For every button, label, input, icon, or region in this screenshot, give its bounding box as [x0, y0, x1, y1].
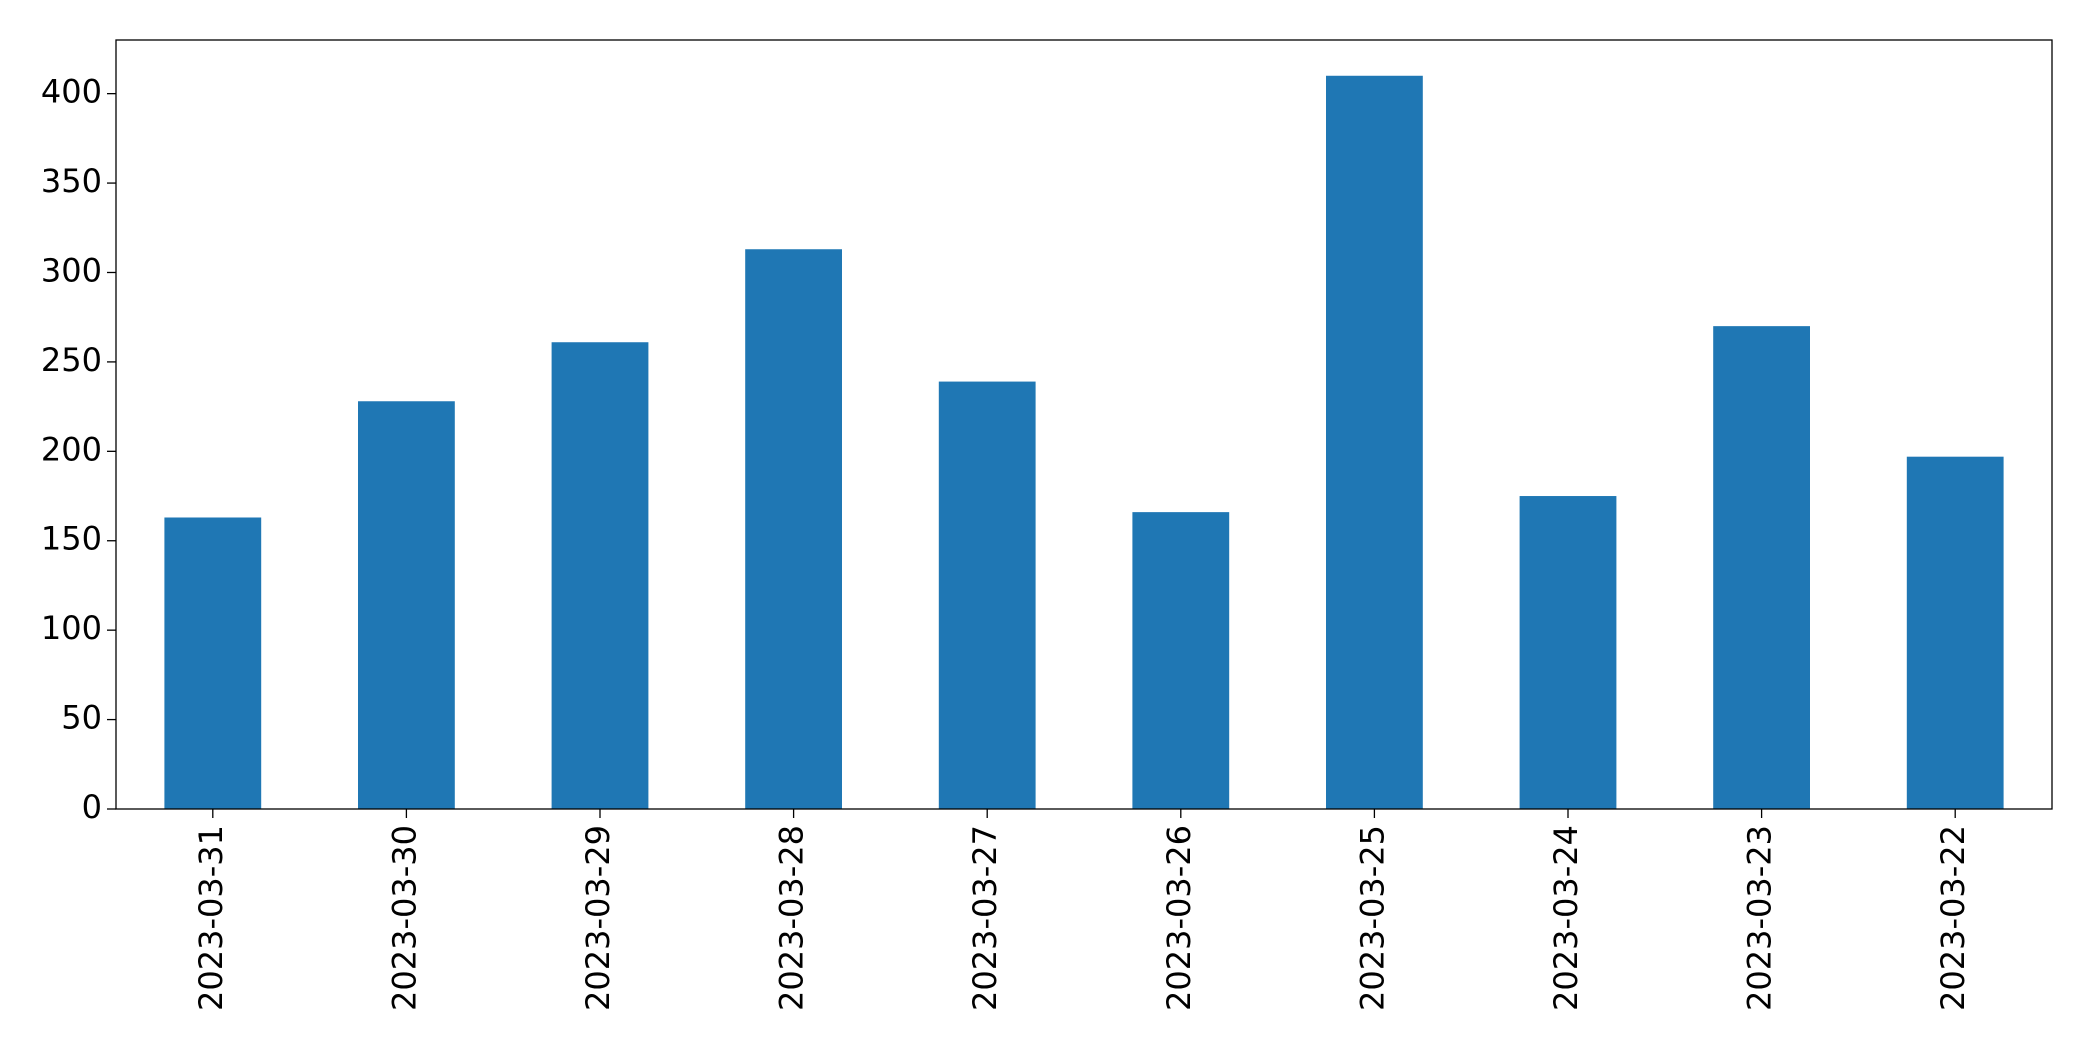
x-tick-label: 2023-03-29 [579, 825, 617, 1011]
y-tick-label: 350 [41, 162, 102, 200]
bar [1906, 456, 2004, 809]
y-tick-label: 300 [41, 251, 102, 289]
plot-frame [115, 39, 2053, 810]
bar [938, 381, 1036, 809]
bar [358, 401, 455, 809]
y-tick-label: 200 [41, 430, 102, 468]
y-tick-label: 400 [41, 73, 102, 111]
y-tick-label: 100 [41, 609, 102, 647]
x-tick-label: 2023-03-30 [385, 825, 423, 1011]
bar [1132, 512, 1230, 809]
y-tick-label: 150 [41, 520, 102, 558]
bar [1519, 496, 1617, 809]
bar [745, 249, 842, 810]
bar [551, 342, 649, 809]
y-tick-label: 50 [61, 699, 102, 737]
y-tick-label: 0 [82, 788, 102, 826]
x-tick-label: 2023-03-31 [192, 825, 230, 1011]
bar [164, 517, 262, 809]
x-tick-label: 2023-03-27 [966, 825, 1004, 1011]
x-tick-label: 2023-03-23 [1741, 825, 1779, 1011]
x-tick-label: 2023-03-24 [1547, 825, 1585, 1011]
bar [1713, 326, 1810, 809]
bar [1326, 75, 1423, 809]
x-tick-label: 2023-03-28 [773, 825, 811, 1011]
x-tick-label: 2023-03-26 [1160, 825, 1198, 1011]
x-tick-label: 2023-03-25 [1353, 825, 1391, 1011]
x-tick-label: 2023-03-22 [1934, 825, 1972, 1011]
y-tick-label: 250 [41, 341, 102, 379]
